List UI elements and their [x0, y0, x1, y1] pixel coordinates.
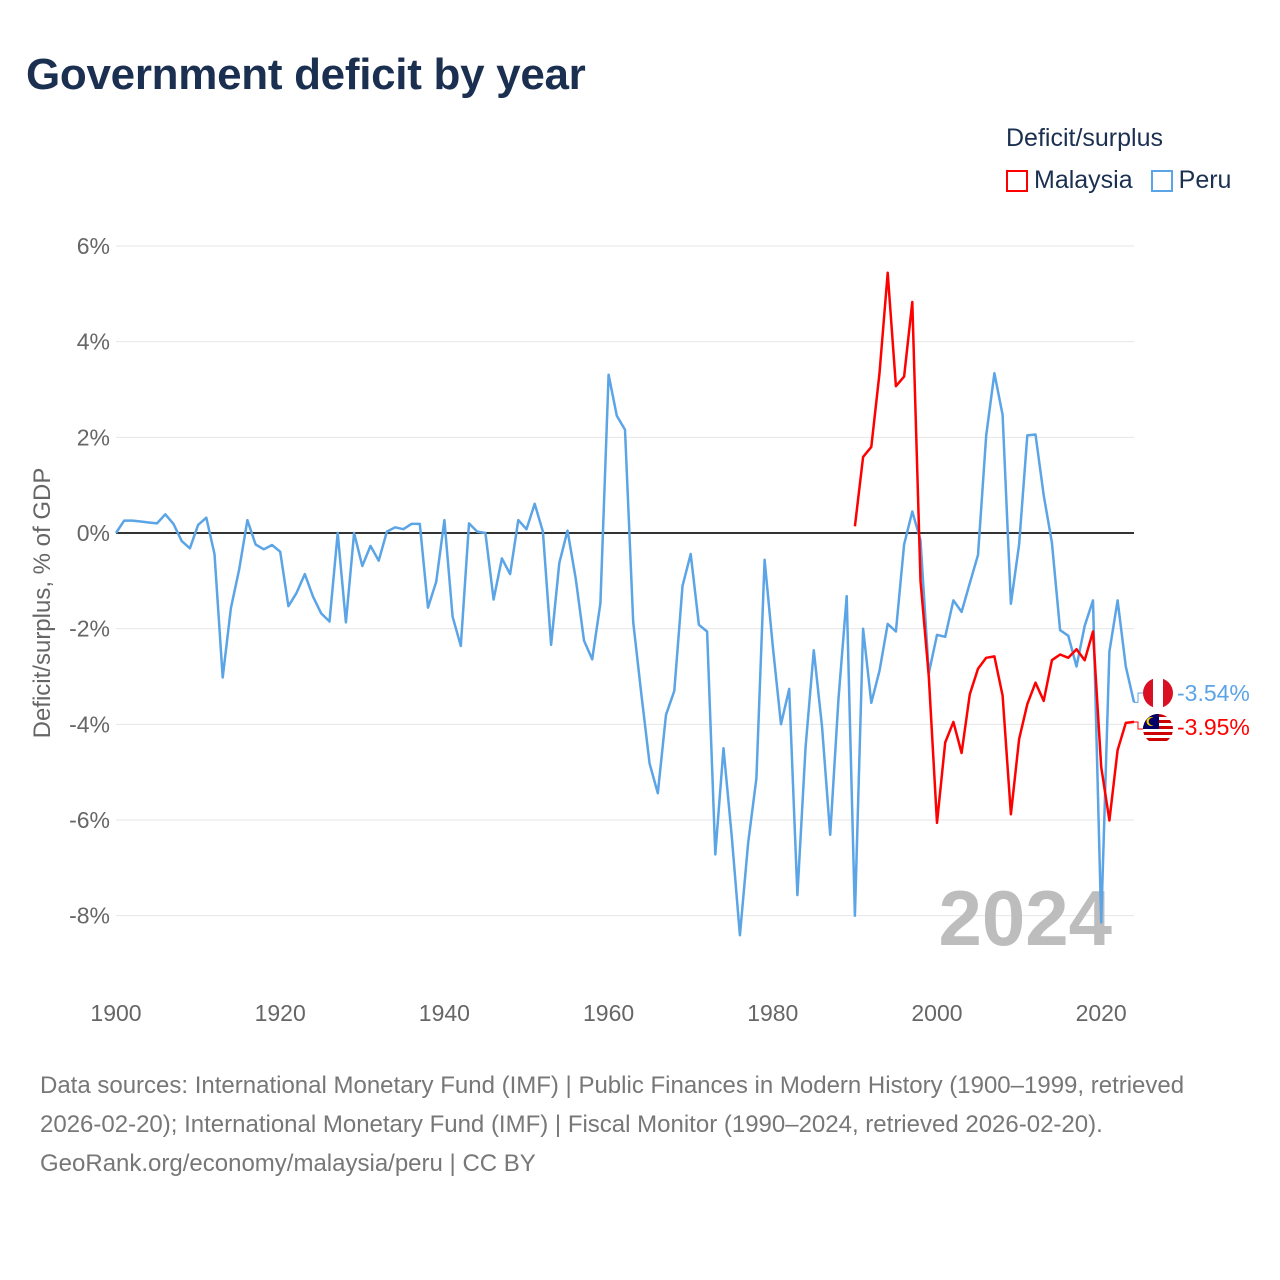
chart-title: Government deficit by year — [26, 50, 586, 99]
y-tick-label: -6% — [69, 807, 110, 833]
y-tick-label: 0% — [77, 520, 110, 546]
x-tick-label: 1960 — [583, 1000, 634, 1026]
x-axis-ticks: 1900 1920 1940 1960 1980 2000 2020 — [90, 1000, 1126, 1026]
flag-malaysia-icon — [1143, 714, 1173, 744]
data-sources: Data sources: International Monetary Fun… — [40, 1072, 1185, 1138]
y-tick-label: -8% — [69, 903, 110, 929]
end-label-malaysia: -3.95% — [1177, 714, 1250, 740]
year-watermark: 2024 — [938, 874, 1112, 962]
y-tick-label: -2% — [69, 616, 110, 642]
end-connector-peru — [1134, 692, 1143, 703]
footer: Data sources: International Monetary Fun… — [40, 1066, 1240, 1183]
y-tick-label: 6% — [77, 233, 110, 259]
y-axis-ticks: 6% 4% 2% 0% -2% -4% -6% -8% — [69, 233, 110, 929]
legend-item-peru[interactable]: Peru — [1150, 166, 1232, 195]
x-tick-label: 1920 — [255, 1000, 306, 1026]
end-label-peru: -3.54% — [1177, 680, 1250, 706]
x-tick-label: 1940 — [419, 1000, 470, 1026]
legend-title: Deficit/surplus — [1006, 124, 1163, 152]
y-tick-label: 4% — [77, 329, 110, 355]
x-tick-label: 2020 — [1076, 1000, 1127, 1026]
y-axis-label: Deficit/surplus, % of GDP — [29, 468, 56, 739]
y-tick-label: 2% — [77, 424, 110, 450]
legend-item-malaysia[interactable]: Malaysia — [1006, 166, 1133, 195]
y-tick-label: -4% — [69, 711, 110, 737]
legend-label-malaysia: Malaysia — [1034, 166, 1133, 194]
series-lines — [114, 271, 1143, 937]
legend: Malaysia Peru — [1006, 166, 1231, 195]
x-tick-label: 1900 — [90, 1000, 141, 1026]
chart: 6% 4% 2% 0% -2% -4% -6% -8% 1900 1920 1940 1960 198… — [29, 233, 1250, 1026]
legend-swatch-peru — [1150, 169, 1173, 192]
gridlines — [116, 245, 1134, 917]
x-tick-label: 1980 — [747, 1000, 798, 1026]
credit-link[interactable]: GeoRank.org/economy/malaysia/peru | CC B… — [40, 1150, 536, 1177]
series-line-malaysia[interactable] — [853, 271, 1135, 825]
series-line-peru[interactable] — [114, 371, 1136, 937]
x-tick-label: 2000 — [911, 1000, 962, 1026]
legend-swatch-malaysia — [1006, 169, 1028, 192]
end-connector-malaysia — [1134, 721, 1143, 730]
flag-peru-icon — [1143, 678, 1173, 708]
legend-label-peru: Peru — [1178, 166, 1232, 194]
